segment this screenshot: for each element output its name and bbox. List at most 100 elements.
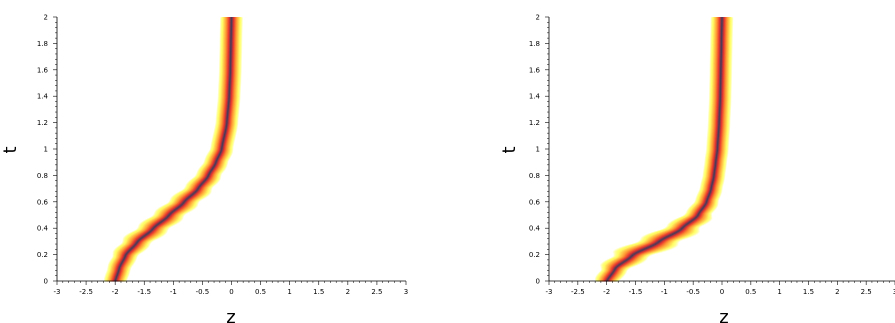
band-slice — [169, 199, 203, 201]
band-slice — [161, 205, 199, 207]
band-slice — [219, 30, 243, 32]
band-slice — [167, 202, 200, 204]
y-axis-title: t — [0, 146, 21, 153]
band-slice — [710, 21, 734, 23]
band-slice — [708, 99, 732, 101]
band-slice — [108, 261, 136, 263]
band-slice — [106, 270, 131, 272]
band-slice — [138, 224, 176, 226]
band-slice — [696, 195, 722, 197]
band-slice — [148, 217, 184, 219]
band-slice — [114, 248, 148, 250]
band-slice — [217, 92, 241, 94]
band-slice — [205, 155, 232, 157]
band-slice — [219, 37, 243, 39]
band-slice — [156, 208, 196, 210]
band-slice — [709, 77, 733, 79]
band-slice — [219, 22, 244, 24]
band-slice — [186, 183, 218, 185]
band-slice — [219, 23, 244, 25]
band-slice — [219, 26, 243, 28]
band-slice — [708, 91, 732, 93]
band-slice — [211, 141, 235, 143]
band-slice — [600, 270, 628, 272]
band-slice — [707, 127, 731, 129]
band-slice — [104, 274, 130, 276]
band-slice — [218, 63, 243, 65]
band-slice — [210, 146, 234, 148]
band-slice — [218, 76, 242, 78]
band-slice — [709, 72, 733, 74]
band-slice — [216, 104, 241, 106]
band-slice — [704, 157, 728, 159]
band-slice — [219, 44, 243, 46]
band-slice — [708, 108, 732, 110]
band-slice — [112, 255, 139, 257]
band-slice — [110, 258, 138, 260]
band-slice — [185, 185, 215, 187]
band-slice — [216, 109, 240, 111]
band-slice — [211, 137, 236, 139]
band-slice — [217, 90, 242, 92]
band-slice — [709, 38, 734, 40]
band-slice — [668, 222, 709, 224]
x-tick-label: 0 — [720, 288, 724, 296]
band-slice — [708, 92, 732, 94]
y-tick-label: 0.8 — [529, 172, 540, 180]
band-slice — [137, 227, 171, 229]
band-slice — [213, 130, 238, 132]
band-slice — [695, 197, 721, 199]
band-slice — [174, 193, 211, 195]
band-slice — [699, 187, 724, 189]
x-tick-label: 2 — [346, 288, 350, 296]
band-slice — [595, 276, 624, 278]
band-slice — [218, 83, 242, 85]
band-slice — [709, 42, 733, 44]
band-slice — [706, 139, 730, 141]
band-slice — [219, 39, 243, 41]
x-tick-label: 1 — [287, 288, 291, 296]
band-slice — [131, 231, 168, 233]
band-slice — [690, 205, 719, 207]
band-slice — [708, 84, 733, 86]
band-slice — [216, 112, 240, 114]
band-slice — [219, 42, 243, 44]
band-slice — [709, 82, 733, 84]
band-slice — [701, 178, 726, 180]
band-slice — [710, 27, 734, 29]
band-slice — [194, 175, 222, 177]
band-slice — [218, 77, 242, 79]
band-slice — [219, 53, 243, 55]
band-slice — [218, 73, 242, 75]
band-slice — [108, 262, 135, 264]
band-slice — [694, 199, 720, 201]
band-slice — [107, 266, 133, 268]
band-slice — [103, 278, 128, 280]
band-slice — [708, 95, 732, 97]
band-slice — [709, 56, 733, 58]
band-slice — [219, 43, 243, 45]
band-slice — [706, 142, 730, 144]
band-slice — [154, 210, 193, 212]
band-slice — [706, 134, 730, 136]
x-tick-label: -1.5 — [137, 288, 151, 296]
band-slice — [217, 93, 241, 95]
band-slice — [709, 80, 733, 82]
band-slice — [141, 221, 181, 223]
band-slice — [634, 242, 680, 244]
band-slice — [707, 131, 731, 133]
band-slice — [697, 191, 723, 193]
band-slice — [706, 141, 730, 143]
band-slice — [639, 239, 683, 241]
band-slice — [219, 34, 243, 36]
band-slice — [708, 110, 732, 112]
band-slice — [187, 181, 220, 183]
band-slice — [709, 60, 733, 62]
band-slice — [217, 89, 242, 91]
band-slice — [218, 60, 243, 62]
x-tick-label: -1 — [661, 288, 668, 296]
band-slice — [219, 50, 243, 52]
band-slice — [704, 158, 728, 160]
band-slice — [171, 196, 208, 198]
band-slice — [662, 228, 700, 230]
